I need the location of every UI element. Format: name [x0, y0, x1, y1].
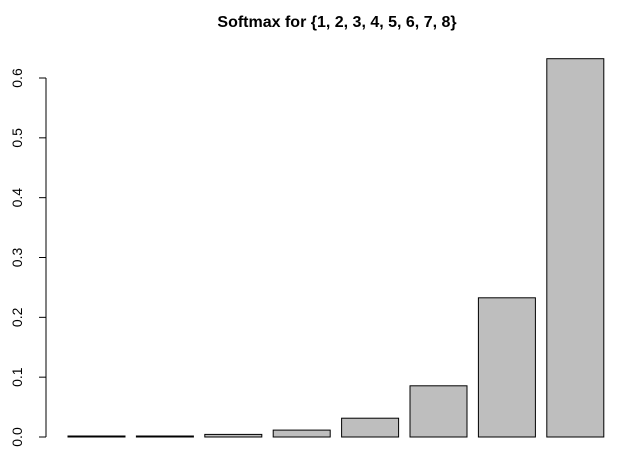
y-tick-label: 0.5: [9, 128, 25, 148]
y-tick-label: 0.1: [9, 367, 25, 387]
bar: [546, 58, 605, 438]
bars-group: [67, 58, 605, 438]
y-axis: 0.0 0.1 0.2 0.3 0.4 0.5 0.6: [9, 68, 47, 447]
bar: [409, 385, 468, 438]
y-tick-label: 0.2: [9, 307, 25, 327]
y-tick-label: 0.6: [9, 68, 25, 88]
y-tick-label: 0.3: [9, 248, 25, 268]
bar: [477, 297, 536, 438]
y-tick-label: 0.4: [9, 188, 25, 208]
bar: [272, 429, 331, 438]
bar: [341, 417, 400, 438]
bar: [204, 433, 263, 438]
bar: [135, 435, 194, 438]
y-tick-label: 0.0: [9, 427, 25, 447]
chart-title: Softmax for {1, 2, 3, 4, 5, 6, 7, 8}: [217, 14, 456, 31]
bar: [67, 435, 126, 438]
